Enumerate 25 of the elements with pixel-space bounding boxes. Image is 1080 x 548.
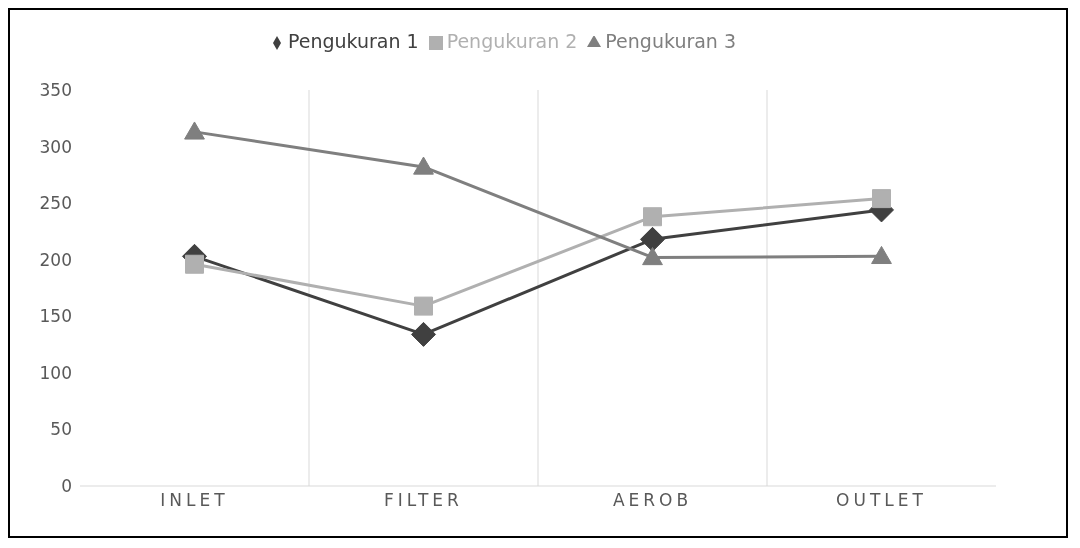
x-tick-label: OUTLET bbox=[836, 490, 927, 511]
point bbox=[184, 121, 205, 140]
point bbox=[871, 245, 892, 265]
point bbox=[872, 189, 891, 209]
y-tick-label: 150 bbox=[39, 306, 72, 327]
point bbox=[411, 321, 436, 347]
legend-label: Pengukuran 3 bbox=[605, 30, 737, 52]
legend-label: Pengukuran 1 bbox=[287, 30, 419, 52]
point bbox=[414, 296, 433, 316]
point bbox=[642, 247, 663, 266]
y-tick-label: 50 bbox=[50, 419, 72, 440]
y-tick-label: 0 bbox=[61, 476, 72, 497]
y-tick-label: 250 bbox=[39, 193, 72, 214]
x-tick-label: FILTER bbox=[384, 490, 463, 511]
point bbox=[643, 207, 662, 227]
point bbox=[640, 226, 665, 252]
y-tick-label: 200 bbox=[39, 249, 72, 270]
x-tick-label: AEROB bbox=[612, 490, 693, 511]
point bbox=[185, 254, 204, 274]
y-tick-label: 300 bbox=[39, 136, 72, 157]
legend-label: Pengukuran 2 bbox=[446, 30, 578, 52]
y-tick-label: 350 bbox=[39, 80, 72, 101]
point bbox=[413, 156, 434, 175]
x-tick-label: INLET bbox=[160, 490, 229, 511]
y-tick-label: 100 bbox=[39, 362, 72, 383]
